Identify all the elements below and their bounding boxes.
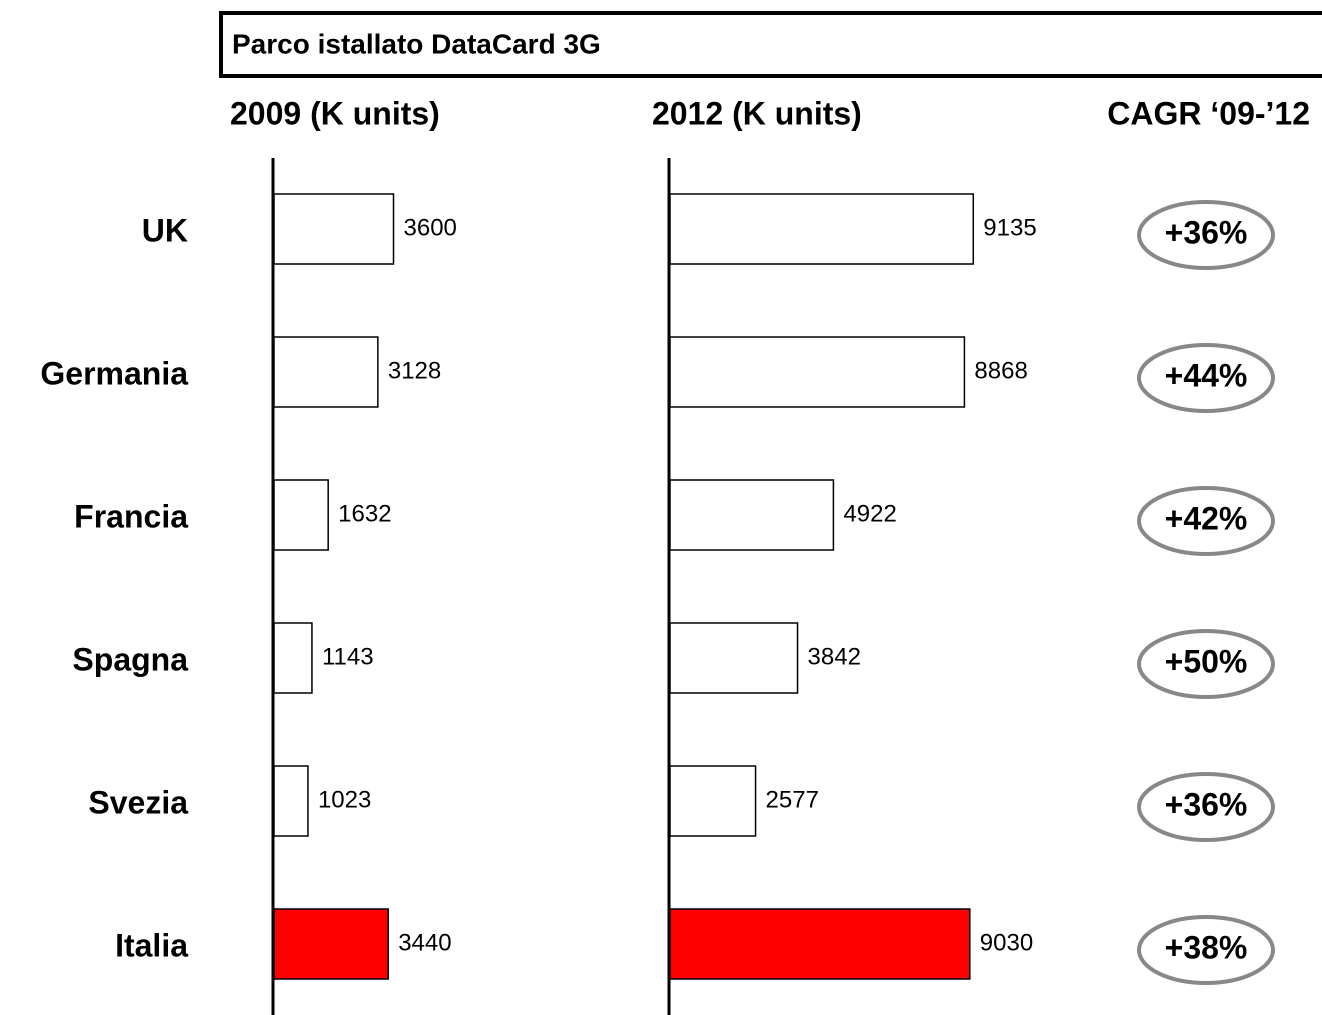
title-box: [219, 11, 1322, 78]
cagr-label: +44%: [1165, 357, 1248, 393]
bar: [669, 622, 799, 694]
bar: [273, 765, 309, 837]
bar: [273, 622, 313, 694]
column-title: 2009 (K units): [230, 95, 440, 131]
bar: [669, 765, 757, 837]
value-label: 3128: [388, 357, 441, 384]
cagr-label: +36%: [1165, 786, 1248, 822]
bar: [273, 908, 389, 980]
cagr-ellipse: [1137, 486, 1275, 556]
value-label: 3842: [808, 643, 861, 670]
bar: [669, 479, 835, 551]
cagr-ellipse: [1137, 629, 1275, 699]
column-title: 2012 (K units): [652, 95, 862, 131]
cagr-label: +38%: [1165, 929, 1248, 965]
cagr-ellipse: [1137, 343, 1275, 413]
chart-title: Parco istallato DataCard 3G: [232, 28, 601, 59]
category-label: Svezia: [88, 784, 188, 820]
category-label: Spagna: [72, 641, 188, 677]
value-label: 3440: [398, 929, 451, 956]
value-label: 1632: [338, 500, 391, 527]
value-label: 1023: [318, 786, 371, 813]
cagr-ellipse: [1137, 772, 1275, 842]
category-label: Italia: [115, 927, 188, 963]
bar: [669, 908, 971, 980]
category-label: UK: [142, 212, 188, 248]
bar: [273, 479, 329, 551]
value-label: 9030: [980, 929, 1033, 956]
value-label: 4922: [843, 500, 896, 527]
value-label: 3600: [404, 214, 457, 241]
bar: [669, 336, 966, 408]
cagr-label: +36%: [1165, 214, 1248, 250]
value-label: 8868: [974, 357, 1027, 384]
cagr-ellipse: [1137, 200, 1275, 270]
category-label: Francia: [74, 498, 188, 534]
category-label: Germania: [40, 355, 188, 391]
cagr-ellipse: [1137, 915, 1275, 985]
cagr-label: +50%: [1165, 643, 1248, 679]
cagr-title: CAGR ‘09-’12: [1107, 95, 1310, 131]
value-label: 2577: [766, 786, 819, 813]
value-label: 9135: [983, 214, 1036, 241]
bar: [273, 193, 395, 265]
cagr-label: +42%: [1165, 500, 1248, 536]
value-label: 1143: [322, 643, 374, 670]
bar: [669, 193, 975, 265]
bar: [273, 336, 379, 408]
